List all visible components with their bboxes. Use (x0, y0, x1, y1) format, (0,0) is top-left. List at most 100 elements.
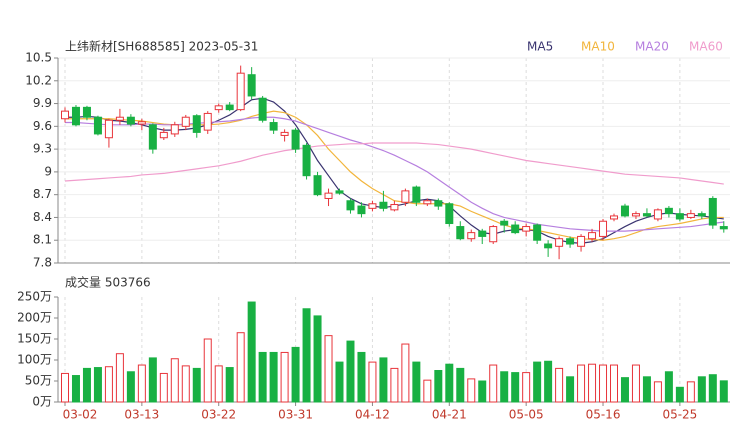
volume-bar (489, 364, 498, 403)
volume-bar (302, 308, 311, 403)
volume-bar (71, 375, 80, 403)
candle-body (137, 121, 146, 125)
volume-bar (390, 367, 399, 403)
candle-body (181, 116, 190, 127)
volume-bar (500, 371, 509, 403)
volume-bar (631, 364, 640, 403)
candle-body (82, 106, 91, 118)
volume-bar (467, 378, 476, 403)
volume-bar (346, 340, 355, 403)
candle-body (247, 74, 256, 97)
candle-body (192, 115, 201, 133)
volume-bar (225, 367, 234, 403)
volume-bar (93, 367, 102, 403)
y-tick-label: 8.1 (33, 233, 52, 247)
volume-bar (423, 379, 432, 403)
x-tick-label: 03-02 (63, 408, 98, 422)
candle-body (236, 72, 245, 111)
ma-line (64, 142, 724, 185)
volume-bar (214, 365, 223, 403)
volume-bar (719, 380, 728, 403)
volume-bar (445, 363, 454, 403)
candle-body (61, 110, 69, 120)
volume-bar (379, 357, 388, 403)
candle-body (489, 226, 498, 243)
volume-bar (313, 315, 322, 403)
x-tick-label: 03-31 (278, 408, 313, 422)
volume-bar (126, 371, 135, 403)
candle-body (544, 243, 553, 249)
volume-bar (610, 364, 618, 403)
volume-bar (599, 364, 608, 403)
volume-bar (291, 346, 300, 403)
candle-body (522, 226, 531, 232)
candle-body (313, 175, 322, 196)
volume-bar (357, 351, 366, 403)
volume-bar (653, 381, 662, 403)
volume-bar (82, 367, 91, 403)
volume-bar (115, 353, 124, 403)
candle-body (302, 144, 311, 177)
candle-body (390, 204, 399, 211)
candle-body (148, 124, 157, 150)
candle-body (324, 192, 333, 199)
y-tick-label: 9.6 (33, 119, 52, 133)
volume-bar (577, 364, 586, 403)
candle-body (423, 200, 432, 205)
volume-bar (478, 380, 487, 403)
y-tick-label: 100万 (17, 353, 52, 367)
volume-bar (192, 367, 201, 403)
candle-body (203, 112, 212, 131)
candle-body (642, 213, 651, 217)
volume-bar (522, 372, 531, 403)
x-tick-label: 05-25 (662, 408, 697, 422)
x-tick-label: 04-12 (355, 408, 390, 422)
candle-body (697, 213, 706, 217)
volume-bar (511, 372, 520, 403)
ma-line (65, 97, 724, 244)
volume-bar (181, 365, 190, 403)
candle-body (555, 238, 564, 247)
candle-body (93, 116, 102, 135)
volume-bar (697, 376, 706, 403)
chart-title: 上纬新材[SH688585] 2023-05-31 (65, 39, 258, 54)
volume-bar (269, 351, 278, 403)
y-tick-label: 250万 (17, 290, 52, 304)
candle-body (511, 224, 520, 234)
candle-body (368, 203, 377, 209)
x-tick-label: 03-22 (201, 408, 236, 422)
x-tick-label: 04-21 (432, 408, 467, 422)
y-tick-label: 0万 (32, 395, 52, 409)
candle-body (357, 205, 366, 215)
volume-bar (170, 358, 179, 403)
x-tick-label: 05-16 (586, 408, 621, 422)
volume-bar (324, 335, 333, 403)
candle-body (126, 116, 135, 125)
candle-body (610, 215, 618, 220)
candle-body (620, 205, 629, 217)
candle-body (467, 232, 476, 240)
candle-body (533, 224, 542, 241)
y-tick-label: 9.3 (33, 142, 52, 156)
candle-body (599, 220, 608, 237)
volume-bar (642, 376, 651, 403)
legend-label: MA60 (689, 40, 723, 54)
volume-bar (335, 361, 344, 403)
volume-bar (247, 301, 256, 403)
candle-body (719, 226, 728, 230)
candle-body (653, 209, 662, 220)
y-tick-label: 8.4 (33, 210, 52, 224)
y-tick-label: 9.9 (33, 96, 52, 110)
volume-bar (566, 376, 575, 403)
volume-bar (137, 364, 146, 403)
candle-body (434, 200, 443, 207)
x-tick-label: 03-13 (124, 408, 159, 422)
y-tick-label: 9 (44, 164, 52, 178)
candle-body (379, 201, 388, 209)
volume-bar (533, 361, 542, 403)
candle-body (708, 197, 717, 226)
volume-bar (148, 357, 157, 403)
candle-body (456, 226, 465, 240)
volume-bar (675, 386, 684, 403)
y-tick-label: 7.8 (33, 256, 52, 270)
